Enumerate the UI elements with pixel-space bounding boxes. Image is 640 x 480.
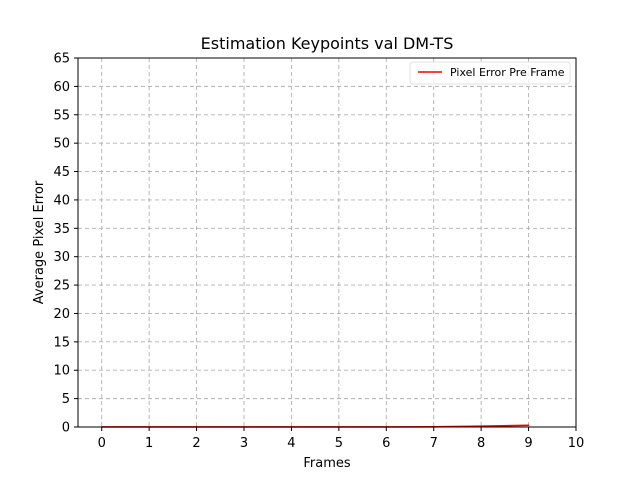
y-tick-label: 40 (53, 193, 70, 208)
x-tick-label: 4 (287, 436, 295, 451)
y-axis-label: Average Pixel Error (32, 180, 47, 304)
y-tick-label: 35 (53, 222, 70, 237)
chart-title: Estimation Keypoints val DM-TS (201, 34, 454, 53)
data-point (527, 424, 530, 427)
x-axis-label: Frames (303, 456, 351, 471)
y-tick-label: 0 (62, 421, 70, 436)
y-tick-label: 15 (53, 335, 70, 350)
x-tick-label: 2 (192, 436, 200, 451)
x-tick-label: 0 (98, 436, 106, 451)
x-tick-label: 8 (477, 436, 485, 451)
y-tick-label: 30 (53, 250, 70, 265)
x-tick-label: 5 (335, 436, 343, 451)
y-tick-label: 5 (62, 392, 70, 407)
legend-label: Pixel Error Pre Frame (450, 66, 565, 79)
x-tick-label: 1 (145, 436, 153, 451)
y-tick-label: 45 (53, 165, 70, 180)
y-tick-label: 50 (53, 137, 70, 152)
legend-box (409, 61, 571, 85)
x-tick-label: 3 (240, 436, 248, 451)
y-tick-label: 20 (53, 307, 70, 322)
x-axis-ticks: 0 1 2 3 4 5 6 7 8 9 10 (98, 427, 585, 451)
y-tick-label: 55 (53, 108, 70, 123)
x-tick-label: 9 (524, 436, 532, 451)
y-tick-label: 60 (53, 80, 70, 95)
y-axis-ticks: 0 5 10 15 20 25 30 35 40 45 50 55 60 65 (53, 52, 78, 436)
legend: Pixel Error Pre Frame (409, 61, 571, 85)
x-tick-label: 6 (382, 436, 390, 451)
y-tick-label: 65 (53, 52, 70, 67)
x-tick-label: 10 (568, 436, 585, 451)
plot-frame (77, 57, 577, 428)
y-tick-label: 25 (53, 279, 70, 294)
grid (78, 57, 577, 428)
y-tick-label: 10 (53, 364, 70, 379)
x-tick-label: 7 (430, 436, 438, 451)
